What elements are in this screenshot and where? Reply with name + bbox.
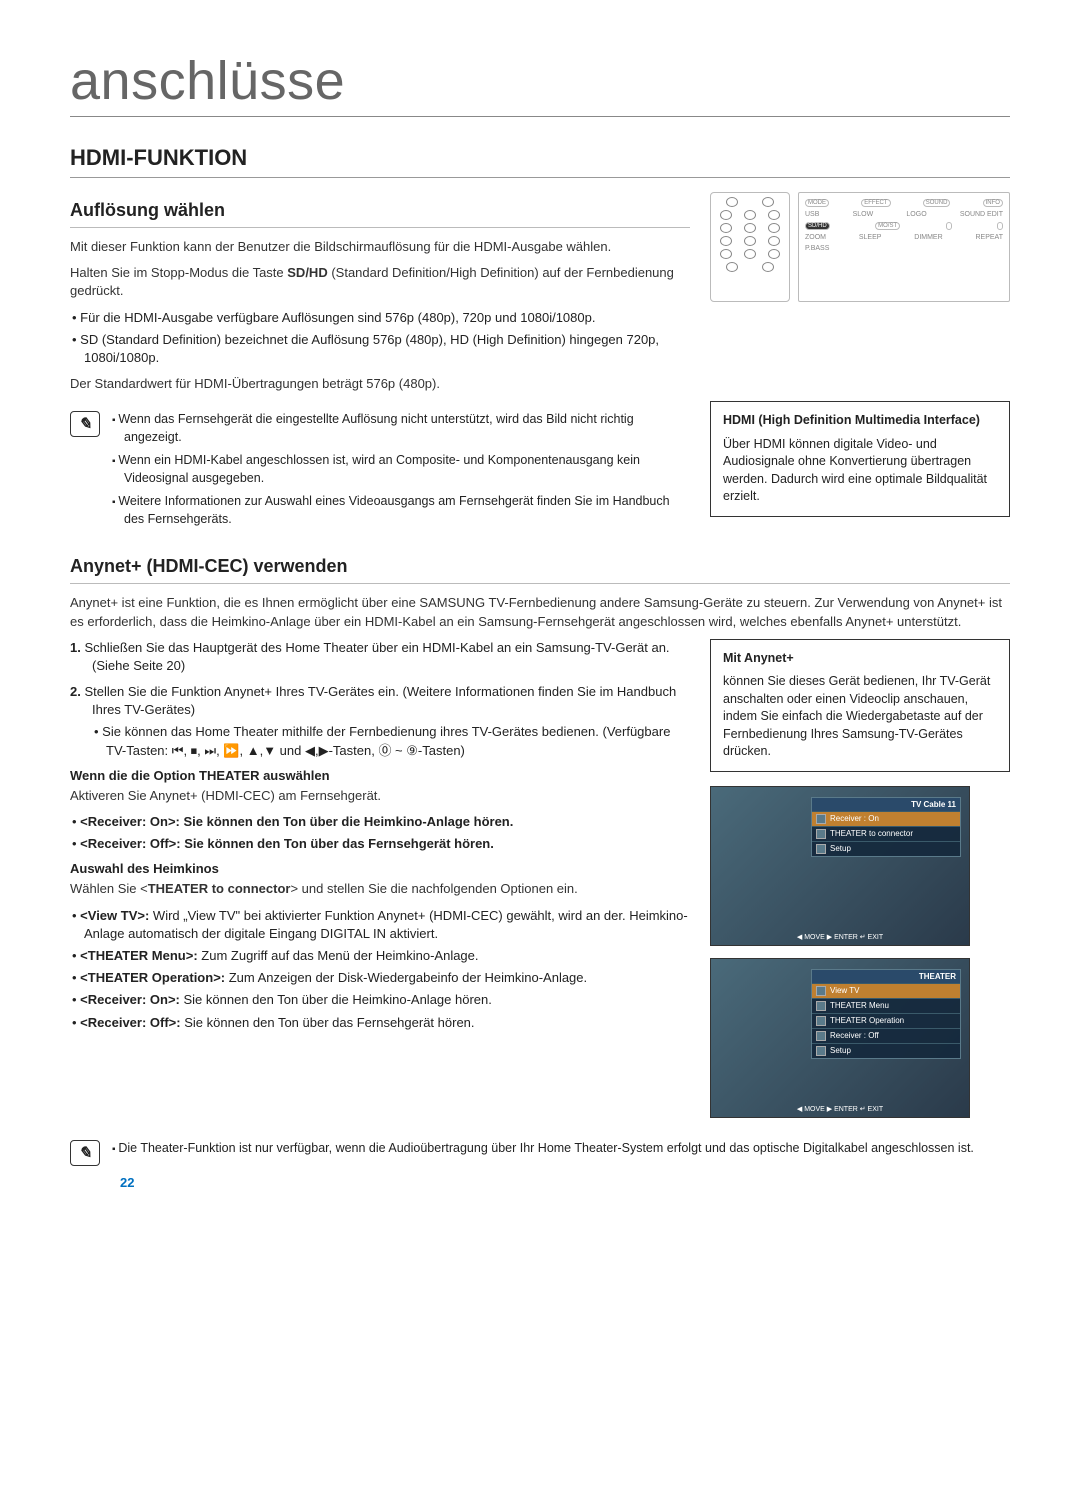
resolution-block: Auflösung wählen Mit dieser Funktion kan…: [70, 192, 1010, 401]
tv-menu-item: Setup: [812, 1043, 960, 1058]
remote-labels: MODE EFFECT SOUND INFO USB SLOW LOGO SOU…: [798, 192, 1010, 302]
remote-diagram: MODE EFFECT SOUND INFO USB SLOW LOGO SOU…: [710, 192, 1010, 312]
theater-option-label: Wenn die die Option THEATER auswählen: [70, 768, 690, 783]
subsection-anynet: Anynet+ (HDMI-CEC) verwenden: [70, 556, 1010, 577]
bullet: <View TV>: Wird „View TV" bei aktivierte…: [84, 907, 690, 943]
hdmi-info-box: HDMI (High Definition Multimedia Interfa…: [710, 401, 1010, 517]
info-title: Mit Anynet+: [723, 650, 997, 668]
note-box-2: ✎ Die Theater-Funktion ist nur verfügbar…: [70, 1140, 1010, 1166]
tv-menu-item: View TV: [812, 983, 960, 998]
tv-menu-item: THEATER to connector: [812, 826, 960, 841]
tv-menu-item: Setup: [812, 841, 960, 856]
info-title: HDMI (High Definition Multimedia Interfa…: [723, 412, 997, 430]
note-box-1: ✎ Wenn das Fernsehgerät die eingestellte…: [70, 411, 690, 534]
step-item: Stellen Sie die Funktion Anynet+ Ihres T…: [92, 683, 690, 760]
step-sub: Sie können das Home Theater mithilfe der…: [106, 723, 690, 759]
subsection-rule: [70, 227, 690, 228]
tv-menu-title: THEATER: [812, 970, 960, 983]
theater-option-bullets: <Receiver: On>: Sie können den Ton über …: [70, 813, 690, 853]
anynet-steps: Schließen Sie das Hauptgerät des Home Th…: [70, 639, 690, 760]
bullet: SD (Standard Definition) bezeichnet die …: [84, 331, 690, 367]
page-number: 22: [120, 1175, 134, 1190]
note-item: Wenn das Fernsehgerät die eingestellte A…: [124, 411, 690, 446]
tv-menu-title: TV Cable 11: [812, 798, 960, 811]
subsection-resolution: Auflösung wählen: [70, 200, 690, 221]
tv-menu-item: THEATER Menu: [812, 998, 960, 1013]
anynet-info-box: Mit Anynet+ können Sie dieses Gerät bedi…: [710, 639, 1010, 772]
bullet: <Receiver: Off>: Sie können den Ton über…: [84, 1014, 690, 1032]
heimkino-p1: Wählen Sie <THEATER to connector> und st…: [70, 880, 690, 898]
theater-option-p1: Aktiveren Sie Anynet+ (HDMI-CEC) am Fern…: [70, 787, 690, 805]
title-rule: [70, 116, 1010, 117]
tv-menu-footer: ◀ MOVE ▶ ENTER ↵ EXIT: [711, 933, 969, 941]
bullet: <THEATER Menu>: Zum Zugriff auf das Menü…: [84, 947, 690, 965]
step-item: Schließen Sie das Hauptgerät des Home Th…: [92, 639, 690, 675]
heimkino-label: Auswahl des Heimkinos: [70, 861, 690, 876]
tv-menu-footer: ◀ MOVE ▶ ENTER ↵ EXIT: [711, 1105, 969, 1113]
note-item: Wenn ein HDMI-Kabel angeschlossen ist, w…: [124, 452, 690, 487]
section-heading-hdmi: HDMI-FUNKTION: [70, 145, 1010, 171]
page-title: anschlüsse: [70, 50, 1010, 112]
resolution-p3: Der Standardwert für HDMI-Übertragungen …: [70, 375, 690, 393]
note-hdmi-row: ✎ Wenn das Fernsehgerät die eingestellte…: [70, 401, 1010, 548]
note-icon: ✎: [70, 411, 100, 437]
subsection-rule-2: [70, 583, 1010, 584]
info-body: Über HDMI können digitale Video- und Aud…: [723, 436, 997, 506]
tv-menu-item: Receiver : Off: [812, 1028, 960, 1043]
bullet: <THEATER Operation>: Zum Anzeigen der Di…: [84, 969, 690, 987]
resolution-p1: Mit dieser Funktion kann der Benutzer di…: [70, 238, 690, 256]
page: anschlüsse HDMI-FUNKTION Auflösung wähle…: [0, 0, 1080, 1220]
resolution-bullets: Für die HDMI-Ausgabe verfügbare Auflösun…: [70, 309, 690, 368]
bullet: <Receiver: Off>: Sie können den Ton über…: [84, 835, 690, 853]
tv-menu-item: Receiver : On: [812, 811, 960, 826]
tv-menu-item: THEATER Operation: [812, 1013, 960, 1028]
bullet: <Receiver: On>: Sie können den Ton über …: [84, 813, 690, 831]
note-icon: ✎: [70, 1140, 100, 1166]
note-item: Die Theater-Funktion ist nur verfügbar, …: [124, 1140, 1010, 1158]
note-item: Weitere Informationen zur Auswahl eines …: [124, 493, 690, 528]
resolution-p2: Halten Sie im Stopp-Modus die Taste SD/H…: [70, 264, 690, 300]
tv-screenshot-2: THEATER View TV THEATER Menu THEATER Ope…: [710, 958, 970, 1118]
info-body: können Sie dieses Gerät bedienen, Ihr TV…: [723, 673, 997, 761]
heimkino-bullets: <View TV>: Wird „View TV" bei aktivierte…: [70, 907, 690, 1032]
section-rule: [70, 177, 1010, 178]
bullet: <Receiver: On>: Sie können den Ton über …: [84, 991, 690, 1009]
sdhd-button-icon: SD/HD: [805, 222, 830, 230]
anynet-intro: Anynet+ ist eine Funktion, die es Ihnen …: [70, 594, 1010, 630]
anynet-steps-row: Schließen Sie das Hauptgerät des Home Th…: [70, 639, 1010, 1130]
remote-body: [710, 192, 790, 302]
bullet: Für die HDMI-Ausgabe verfügbare Auflösun…: [84, 309, 690, 327]
tv-screenshot-1: TV Cable 11 Receiver : On THEATER to con…: [710, 786, 970, 946]
